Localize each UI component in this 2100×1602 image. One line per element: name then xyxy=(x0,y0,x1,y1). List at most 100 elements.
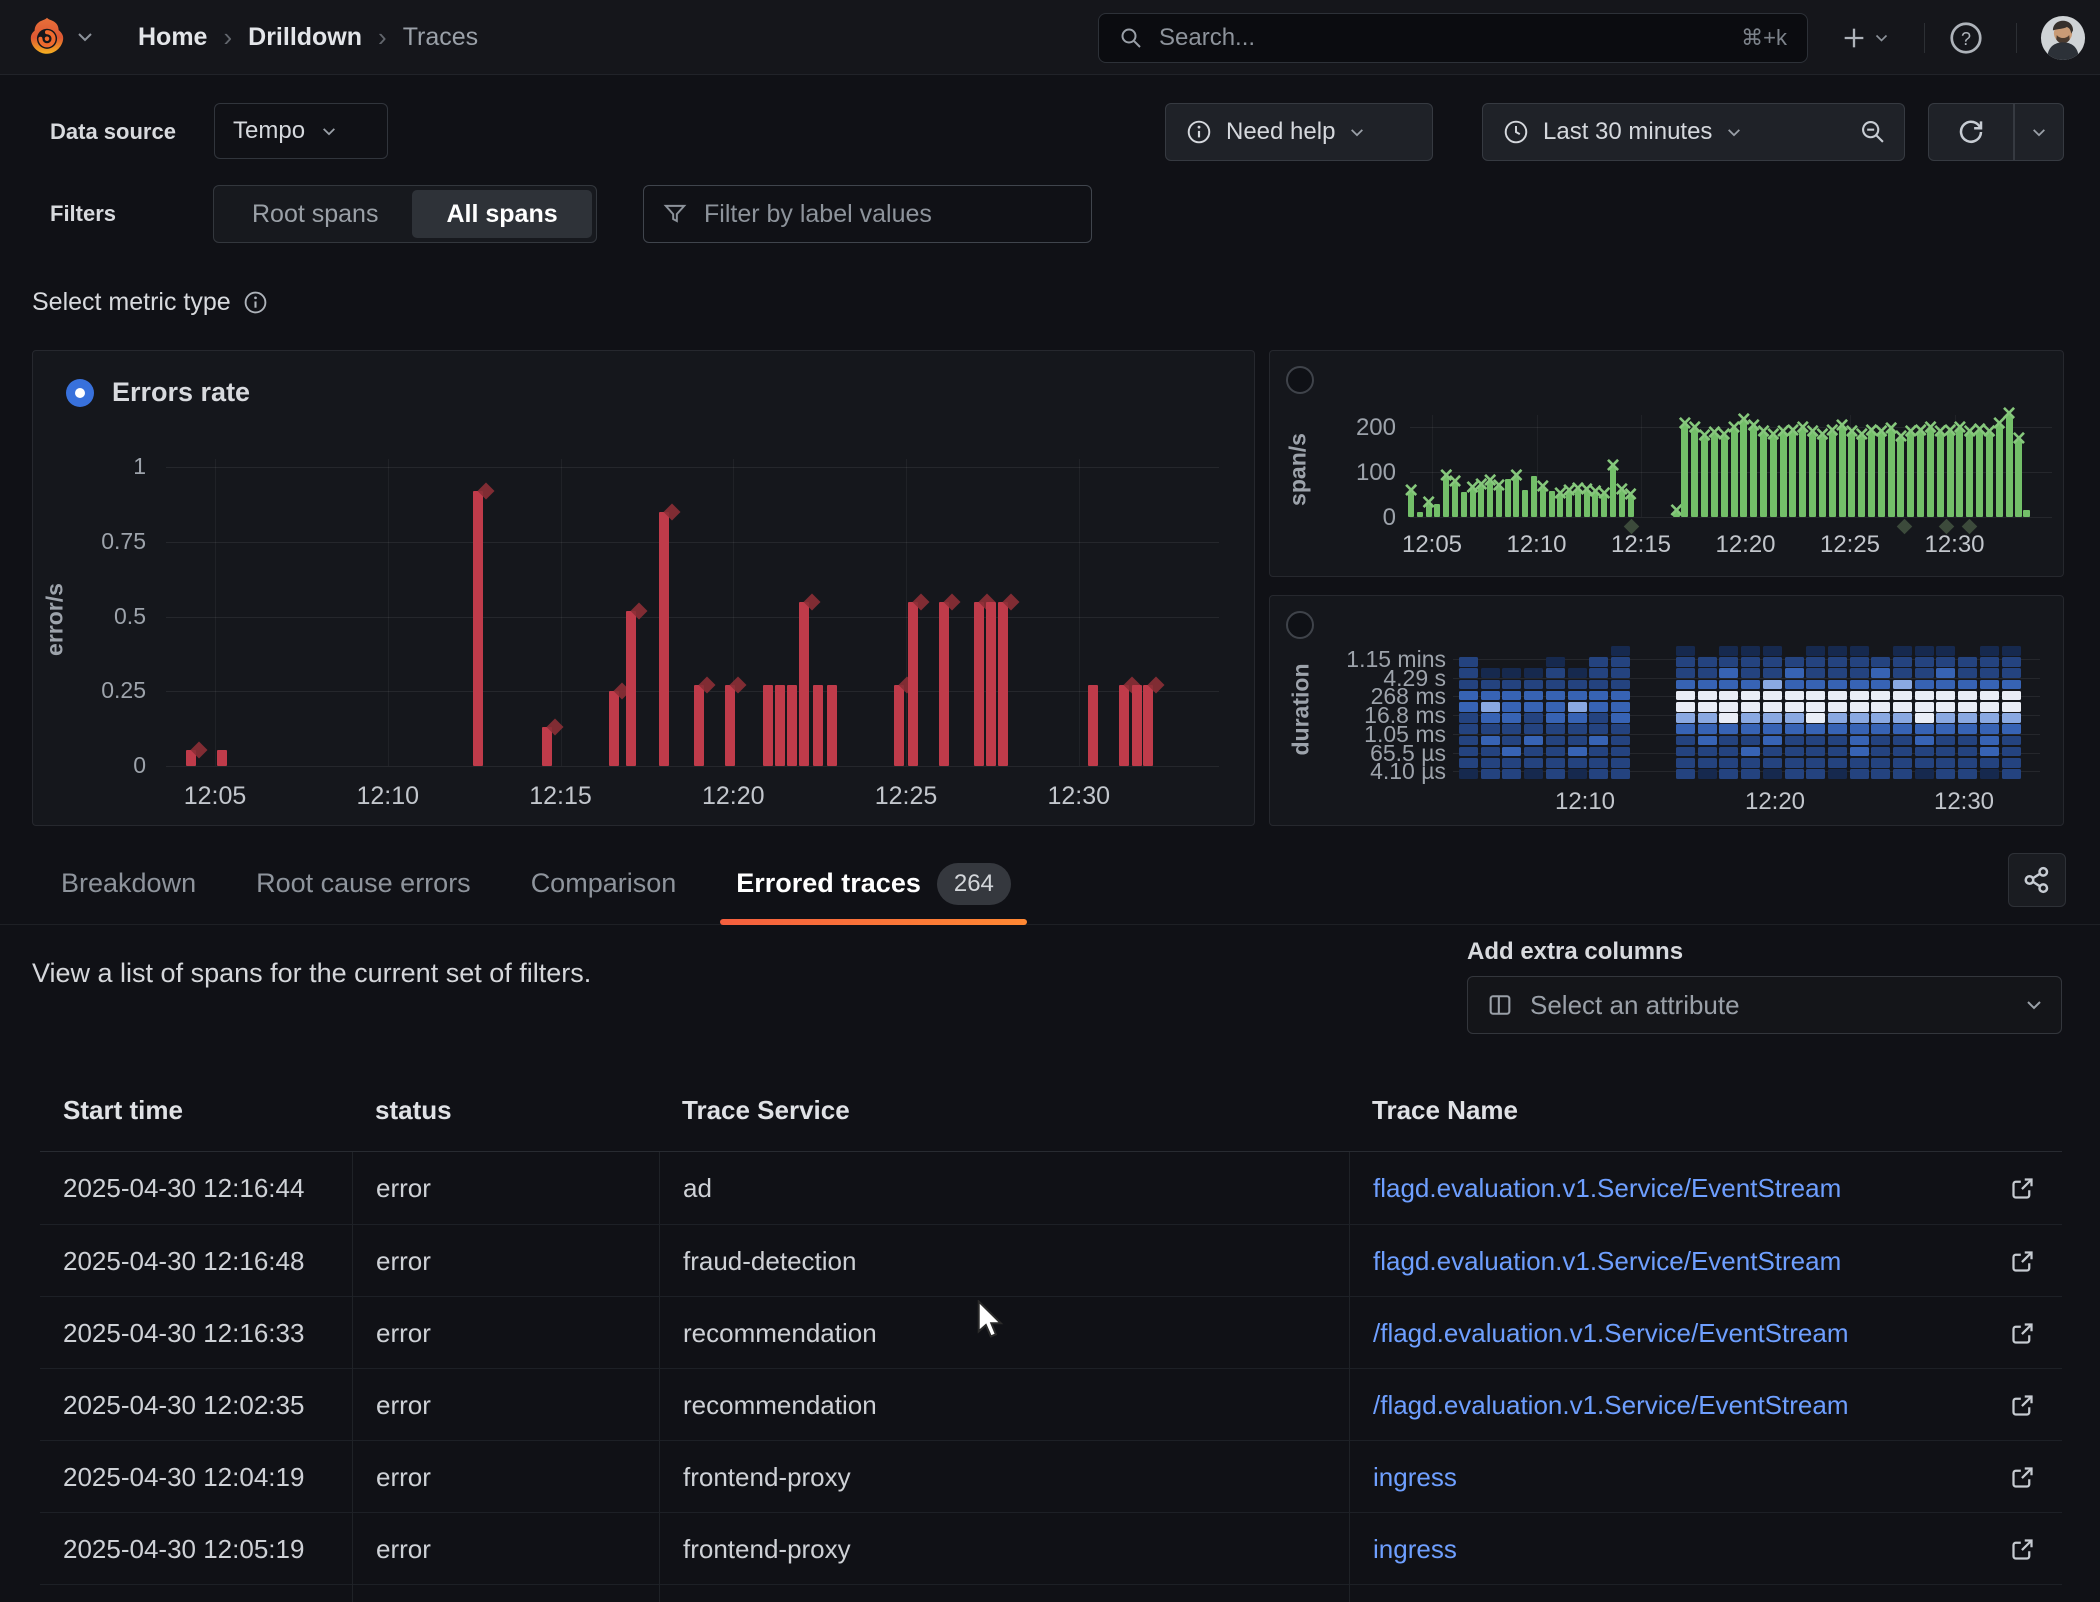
table-row[interactable]: 2025-04-30 12:05:19 error frontend-proxy in… xyxy=(40,1512,2062,1585)
col-header-start-time[interactable]: Start time xyxy=(63,1095,183,1125)
span-bar xyxy=(1730,428,1738,517)
error-bar xyxy=(762,685,773,766)
span-bar xyxy=(1434,504,1441,517)
trace-name-link[interactable]: flagd.evaluation.v1.Service/EventStream xyxy=(1373,1245,1842,1276)
gridline xyxy=(166,616,1219,618)
col-header-trace-name[interactable]: Trace Name xyxy=(1372,1095,1518,1125)
trace-name-link[interactable]: ingress xyxy=(1373,1533,1457,1564)
span-marker-x: × xyxy=(1726,413,1741,441)
span-marker-x: × xyxy=(1717,421,1732,448)
org-switcher[interactable] xyxy=(26,16,94,58)
span-marker-x: × xyxy=(1570,475,1585,502)
errors-rate-chart: 0 0.25 0.5 0.75 1 12:05 12:10 12:15 12:20 12:25 12… xyxy=(33,351,1256,827)
span-bar xyxy=(1779,433,1787,517)
tab-breakdown[interactable]: Breakdown xyxy=(61,868,197,898)
span-bar xyxy=(1710,433,1718,517)
attribute-select[interactable]: Select an attribute xyxy=(1467,976,2062,1034)
error-bar xyxy=(541,727,552,766)
col-header-status[interactable]: status xyxy=(375,1095,452,1125)
tab-comparison[interactable]: Comparison xyxy=(530,868,677,898)
span-bar xyxy=(1574,490,1581,517)
data-source-select[interactable]: Tempo xyxy=(214,103,388,159)
external-link-icon[interactable] xyxy=(2009,1320,2036,1347)
heatmap-cell xyxy=(1914,724,1934,734)
toolbar-row: Data source Tempo Need help Last 30 minu… xyxy=(0,103,2100,161)
trace-name-link[interactable]: flagd.evaluation.v1.Service/EventStream xyxy=(1373,1172,1842,1203)
trace-name-link[interactable]: ingress xyxy=(1373,1461,1457,1492)
zoom-out-button[interactable] xyxy=(1841,103,1905,161)
heatmap-cell xyxy=(1741,646,1761,656)
trace-service-cell: fraud-detection xyxy=(659,1225,1349,1297)
trace-name-cell: flagd.evaluation.v1.Service/EventStream xyxy=(1349,1152,2062,1224)
heatmap-cell xyxy=(1958,657,1978,667)
duration-radio[interactable] xyxy=(1286,611,1314,639)
span-bar xyxy=(1478,485,1485,517)
errors-rate-radio[interactable] xyxy=(66,378,94,407)
gridline xyxy=(387,459,389,766)
user-avatar[interactable] xyxy=(2040,14,2086,62)
duration-heatmap: 1.15 mins 4.29 s 268 ms 16.8 ms 1.05 ms 65.5 … xyxy=(1270,596,2065,827)
table-row[interactable]: 2025-04-30 12:16:33 error recommendation/f… xyxy=(40,1296,2062,1369)
segment-all-spans[interactable]: All spans xyxy=(412,190,592,238)
error-bar xyxy=(472,490,483,766)
grafana-logo-icon[interactable] xyxy=(26,16,68,58)
info-icon xyxy=(1187,120,1211,144)
span-rate-radio[interactable] xyxy=(1286,366,1314,394)
global-search[interactable]: ⌘+k xyxy=(1098,13,1808,63)
help-button[interactable]: ? xyxy=(1948,14,1984,62)
heatmap-cell xyxy=(1849,724,1869,734)
breadcrumb-drilldown[interactable]: Drilldown xyxy=(248,22,363,51)
segment-root-spans[interactable]: Root spans xyxy=(252,199,379,228)
table-row[interactable] xyxy=(40,1584,2062,1602)
filters-row: Filters Root spans All spans Filter by l… xyxy=(0,185,2100,243)
add-new-button[interactable] xyxy=(1840,14,1889,62)
table-row[interactable]: 2025-04-30 12:02:35 error recommendation/f… xyxy=(40,1368,2062,1441)
col-header-trace-service[interactable]: Trace Service xyxy=(682,1095,850,1125)
heatmap-cell xyxy=(1893,668,1912,678)
error-bar xyxy=(786,685,797,766)
external-link-icon[interactable] xyxy=(2009,1464,2036,1491)
clock-icon xyxy=(1504,120,1528,144)
external-link-icon[interactable] xyxy=(2009,1392,2036,1419)
y-axis-tick: 0.5 xyxy=(114,602,146,629)
span-bar xyxy=(1769,436,1777,517)
label-filter-input[interactable]: Filter by label values xyxy=(643,185,1092,243)
heatmap-cell xyxy=(1459,668,1478,678)
share-button[interactable] xyxy=(2008,853,2066,907)
heatmap-cell xyxy=(1784,724,1804,734)
heatmap-cell xyxy=(1459,679,1478,690)
heatmap-cell xyxy=(1567,713,1587,723)
errors-rate-header: Errors rate xyxy=(66,377,250,408)
error-bar xyxy=(826,685,837,766)
x-axis-tick: 12:30 xyxy=(1047,782,1111,810)
heatmap-cell xyxy=(1936,713,1956,723)
heatmap-cell xyxy=(1784,746,1804,757)
table-row[interactable]: 2025-04-30 12:16:48 error fraud-detection f… xyxy=(40,1224,2062,1297)
trace-name-link[interactable]: /flagd.evaluation.v1.Service/EventStream xyxy=(1373,1389,1849,1420)
x-axis-tick: 12:20 xyxy=(701,782,765,810)
span-bar xyxy=(1828,431,1836,517)
tab-root-cause-errors[interactable]: Root cause errors xyxy=(256,868,471,898)
tab-errored-traces[interactable]: Errored traces 264 xyxy=(706,843,1041,925)
info-icon[interactable] xyxy=(243,290,268,315)
search-input[interactable] xyxy=(1157,23,1728,53)
external-link-icon[interactable] xyxy=(2009,1536,2036,1563)
span-marker-x: × xyxy=(1491,472,1506,500)
time-range-picker[interactable]: Last 30 minutes xyxy=(1482,103,1842,161)
refresh-button[interactable] xyxy=(1928,103,2014,161)
table-row[interactable]: 2025-04-30 12:16:44 error ad flagd.evaluati… xyxy=(40,1152,2062,1224)
heatmap-cell xyxy=(1545,668,1565,678)
breadcrumb-home[interactable]: Home xyxy=(138,22,208,51)
heatmap-cell xyxy=(1719,758,1739,768)
refresh-interval-button[interactable] xyxy=(2014,103,2064,161)
need-help-button[interactable]: Need help xyxy=(1165,103,1433,161)
span-marker-x: × xyxy=(1844,418,1859,446)
heatmap-cell xyxy=(1914,679,1934,690)
table-row[interactable]: 2025-04-30 12:04:19 error frontend-proxy in… xyxy=(40,1440,2062,1513)
span-marker-x: × xyxy=(1756,418,1771,446)
trace-name-link[interactable]: /flagd.evaluation.v1.Service/EventStream xyxy=(1373,1317,1849,1348)
external-link-icon[interactable] xyxy=(2009,1175,2036,1202)
external-link-icon[interactable] xyxy=(2009,1248,2036,1275)
error-bar xyxy=(659,511,670,766)
